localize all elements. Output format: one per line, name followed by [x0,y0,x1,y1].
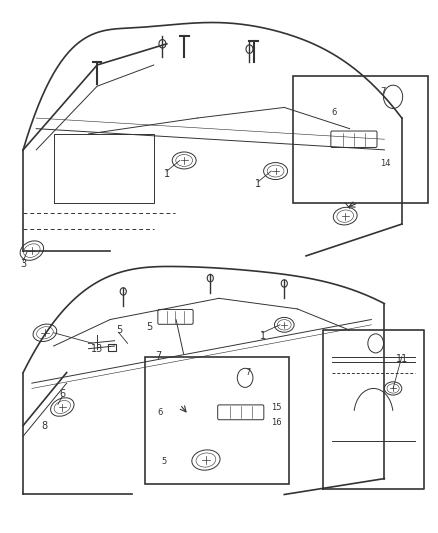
Text: 5: 5 [116,325,122,335]
Text: 7: 7 [155,351,161,361]
Text: 1: 1 [259,332,265,342]
Text: 6: 6 [157,408,162,417]
Text: 7: 7 [380,87,385,96]
Text: 7: 7 [245,368,251,377]
Text: 1: 1 [255,179,261,189]
Bar [145,357,289,484]
Text: 16: 16 [271,418,282,427]
Bar [108,344,116,351]
Text: 5: 5 [162,457,167,466]
Text: 8: 8 [42,421,48,431]
Text: 3: 3 [20,259,26,269]
Text: 5: 5 [146,322,152,333]
Bar [293,76,428,203]
Text: 1: 1 [164,169,170,179]
Text: 6: 6 [59,389,65,399]
Text: 11: 11 [396,354,408,364]
Text: 15: 15 [271,402,282,411]
Text: 6: 6 [331,108,336,117]
Text: 14: 14 [380,159,391,167]
Text: 13: 13 [91,344,103,354]
